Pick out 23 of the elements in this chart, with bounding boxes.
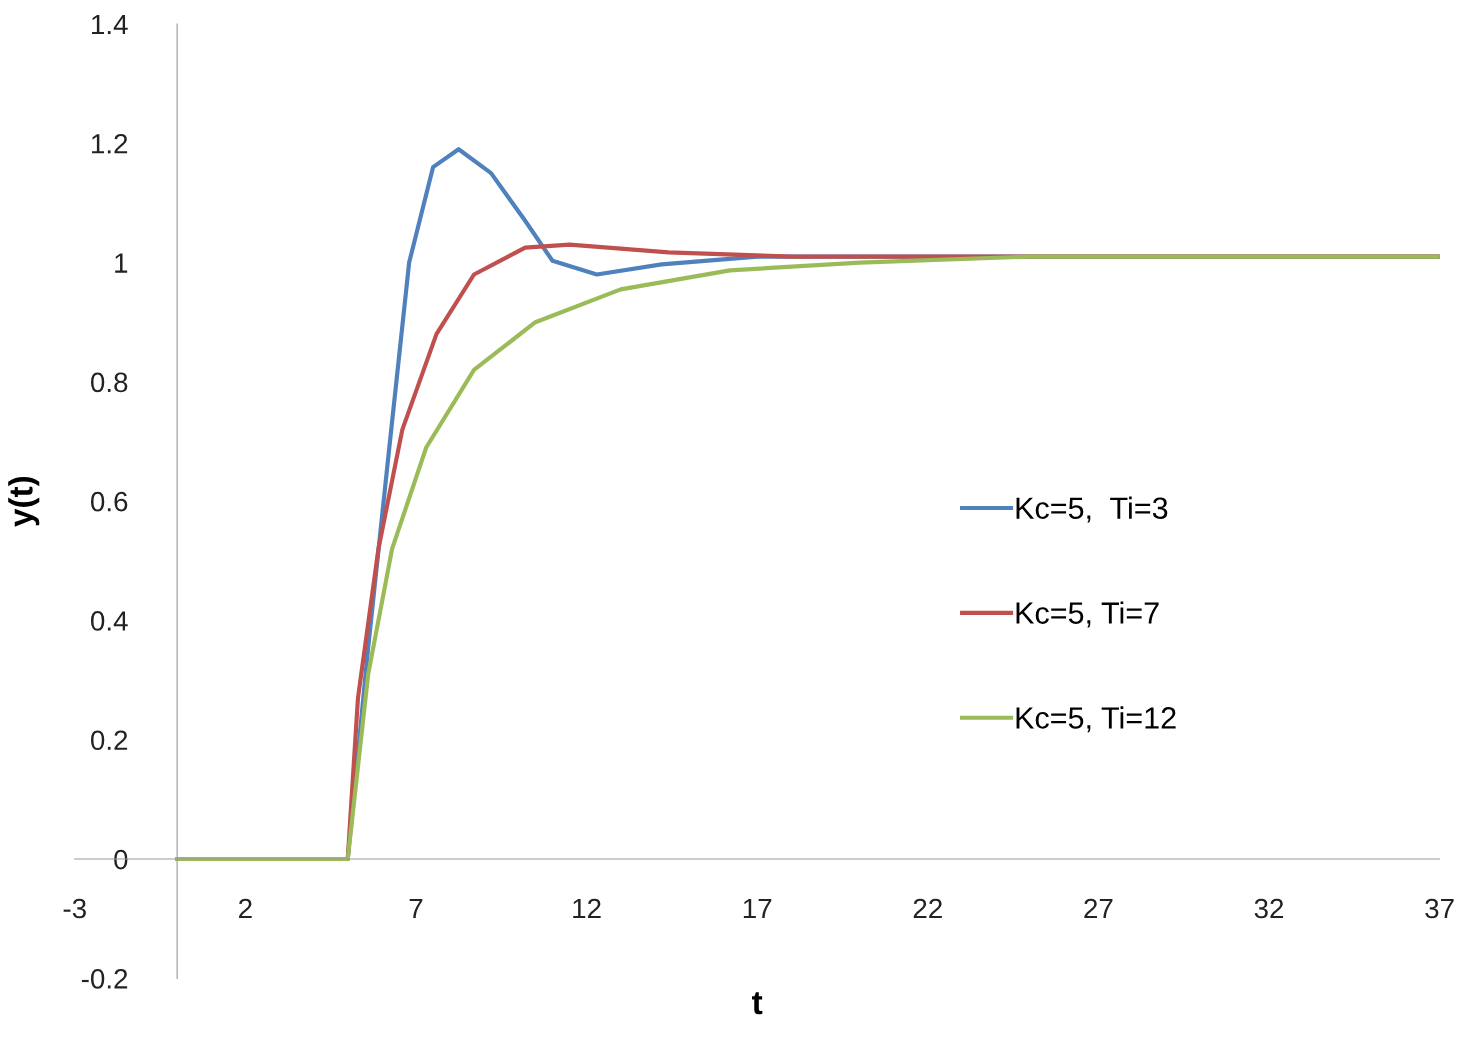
y-tick-label: 1 <box>115 253 128 273</box>
y-tick-label: 1.4 <box>92 14 128 35</box>
y-tick-label: 0 <box>114 849 128 870</box>
x-tick-label: 2 <box>239 898 252 919</box>
x-tick-label: 32 <box>1254 898 1284 919</box>
x-tick-label: 12 <box>573 898 601 919</box>
legend-label: Kc=5, Ti=12 <box>1016 706 1176 733</box>
x-tick-label: 7 <box>409 898 423 919</box>
x-tick-label: -3 <box>63 898 86 919</box>
x-tick-label: 27 <box>1084 898 1113 919</box>
y-tick-label: -0.2 <box>81 969 128 989</box>
y-tick-label: 0.2 <box>90 730 128 751</box>
y-tick-label: 1.2 <box>92 133 128 154</box>
y-tick-label: 0.8 <box>90 372 128 393</box>
y-tick-label: 0.6 <box>90 491 128 512</box>
y-tick-label: 0.4 <box>90 611 128 631</box>
legend-label: Kc=5, Ti=7 <box>1016 601 1159 628</box>
legend-label: Kc=5, Ti=3 <box>1016 496 1168 523</box>
x-tick-label: 17 <box>743 898 772 919</box>
x-tick-label: 37 <box>1425 898 1454 919</box>
x-tick-label: 22 <box>913 898 942 919</box>
x-axis-title: t <box>752 992 763 1015</box>
y-axis-title: y(t) <box>8 476 40 527</box>
